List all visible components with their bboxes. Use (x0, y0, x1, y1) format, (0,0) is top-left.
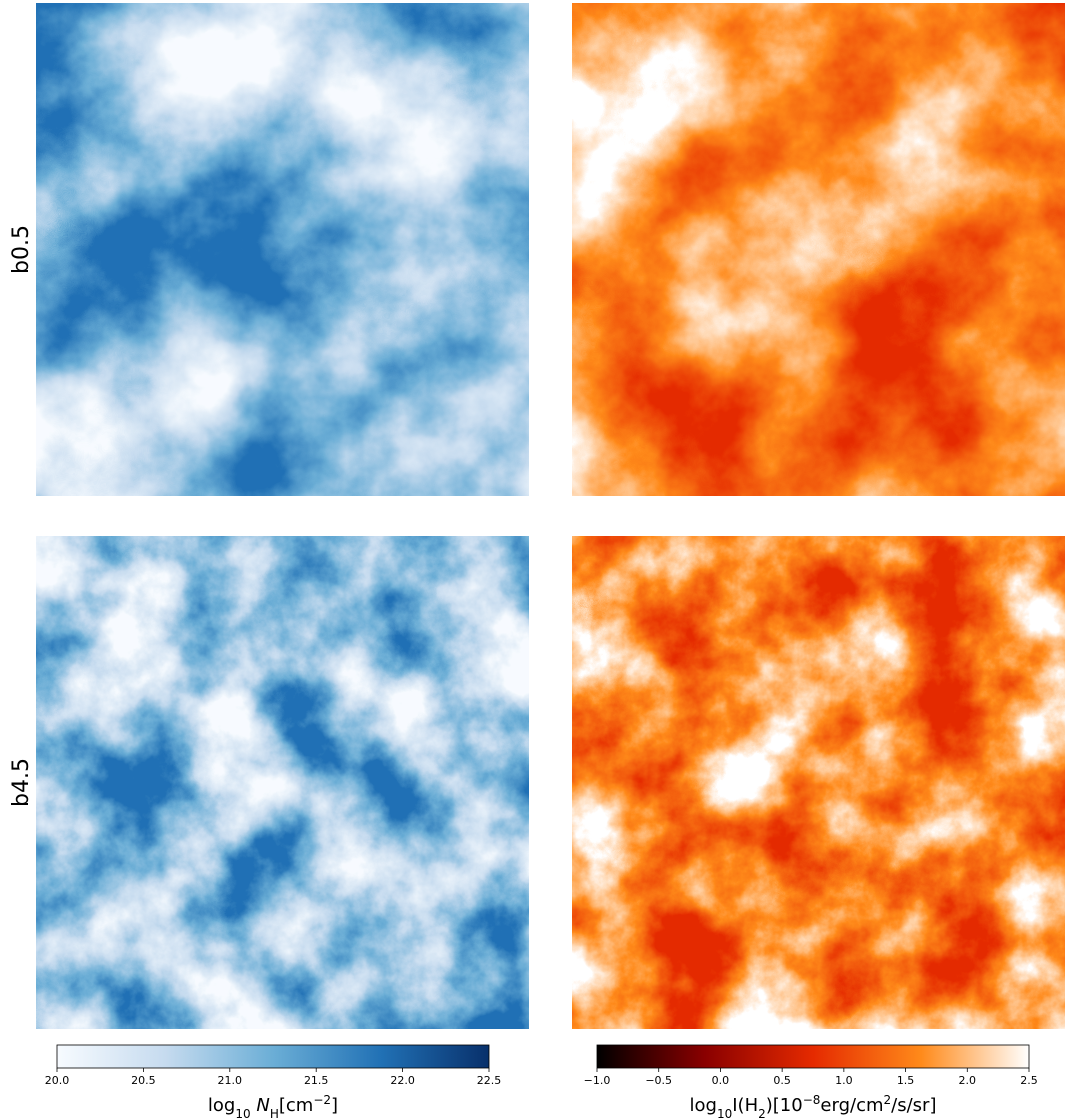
tick-label: 22.0 (390, 1074, 415, 1087)
tick-label: 22.5 (477, 1074, 502, 1087)
map-panel (36, 3, 529, 496)
label-part: 10 (717, 1107, 732, 1119)
tick-label: 1.5 (897, 1074, 915, 1087)
label-part: −8 (803, 1093, 821, 1107)
tick-label: 1.0 (835, 1074, 853, 1087)
label-part: log (208, 1095, 235, 1116)
colorbar-label: log10 NH[cm−2] (208, 1093, 338, 1119)
colorbar (596, 1044, 1030, 1069)
row-label: b0.5 (9, 225, 34, 274)
map-panel (572, 3, 1065, 496)
label-part: log (690, 1095, 717, 1116)
colorbar (56, 1044, 490, 1069)
colorbar-label: log10I(H2)[10−8erg/cm2/s/sr] (690, 1093, 937, 1119)
tick-label: 0.0 (712, 1074, 730, 1087)
label-part: H (270, 1107, 279, 1119)
map-panel (572, 536, 1065, 1029)
tick-label: 21.0 (218, 1074, 243, 1087)
label-part: [cm (279, 1095, 313, 1116)
tick-label: 20.0 (45, 1074, 70, 1087)
panels (36, 3, 1065, 1029)
label-part: N (251, 1095, 270, 1116)
label-part: −2 (313, 1093, 331, 1107)
tick-label: −1.0 (584, 1074, 611, 1087)
label-part: I(H (732, 1095, 758, 1116)
tick-label: 0.5 (773, 1074, 791, 1087)
label-part: )[10 (766, 1095, 803, 1116)
label-part: 10 (235, 1107, 250, 1119)
row-label: b4.5 (9, 758, 34, 807)
label-part: ] (331, 1095, 338, 1116)
tick-label: 21.5 (304, 1074, 329, 1087)
tick-label: 2.0 (959, 1074, 977, 1087)
tick-label: −0.5 (645, 1074, 672, 1087)
tick-label: 2.5 (1020, 1074, 1038, 1087)
label-part: /s/sr] (891, 1095, 936, 1116)
tick-label: 20.5 (131, 1074, 156, 1087)
label-part: erg/cm (820, 1095, 883, 1116)
label-part: 2 (884, 1093, 892, 1107)
map-panel (36, 536, 529, 1029)
label-part: 2 (758, 1107, 766, 1119)
